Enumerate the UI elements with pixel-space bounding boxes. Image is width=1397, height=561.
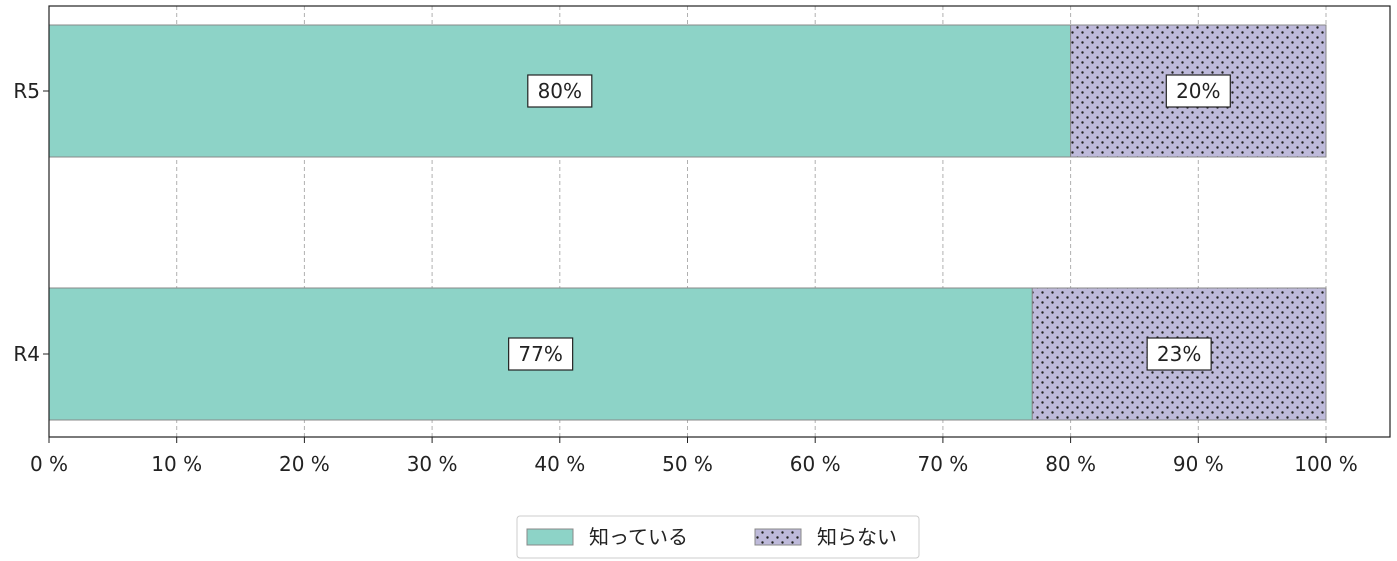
data-label: 23% <box>1157 342 1201 366</box>
legend-label-0: 知っている <box>589 525 688 549</box>
x-tick-label: 50 % <box>662 452 713 476</box>
x-tick-label: 60 % <box>790 452 841 476</box>
category-label-R4: R4 <box>13 342 40 366</box>
x-tick-label: 70 % <box>917 452 968 476</box>
data-label: 77% <box>518 342 562 366</box>
data-label: 80% <box>538 79 582 103</box>
legend-box <box>516 515 920 559</box>
x-tick-label: 20 % <box>279 452 330 476</box>
x-tick-label: 90 % <box>1173 452 1224 476</box>
category-label-R5: R5 <box>13 79 40 103</box>
plot-frame <box>48 5 1391 438</box>
legend-label-1: 知らない <box>817 525 897 549</box>
data-label-box <box>508 337 574 371</box>
data-label: 20% <box>1176 79 1220 103</box>
data-label-box <box>527 74 593 108</box>
bars <box>48 24 1327 421</box>
x-tick-label: 40 % <box>534 452 585 476</box>
x-tick-label: 30 % <box>407 452 458 476</box>
x-tick-label: 100 % <box>1294 452 1358 476</box>
x-tick-label: 0 % <box>30 452 68 476</box>
x-tick-label: 80 % <box>1045 452 1096 476</box>
data-label-box <box>1146 337 1212 371</box>
data-labels: 80% 20% 77% 23% <box>508 74 1231 371</box>
legend-swatch-1 <box>754 528 802 546</box>
legend-swatch-0 <box>526 528 574 546</box>
axes: R5 R4 0 % 10 % 20 % 30 % 40 % 50 % 60 % 70 % 80 % 9… <box>13 5 1391 476</box>
legend: 知っている 知らない <box>516 515 920 559</box>
data-label-box <box>1165 74 1231 108</box>
x-tick-label: 10 % <box>151 452 202 476</box>
